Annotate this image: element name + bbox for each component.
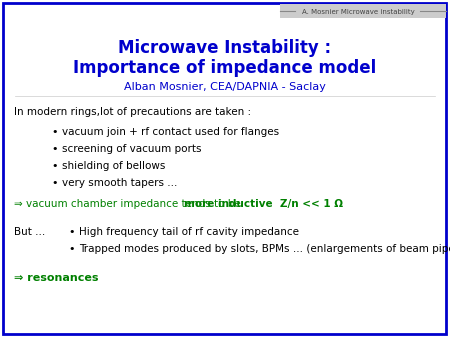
Text: Alban Mosnier, CEA/DAPNIA - Saclay: Alban Mosnier, CEA/DAPNIA - Saclay bbox=[124, 82, 326, 92]
Text: Importance of impedance model: Importance of impedance model bbox=[73, 59, 377, 77]
Text: more inductive  Z/n << 1 Ω: more inductive Z/n << 1 Ω bbox=[184, 199, 342, 209]
Text: •: • bbox=[52, 127, 58, 137]
Text: •: • bbox=[52, 161, 58, 171]
Text: Trapped modes produced by slots, BPMs … (enlargements of beam pipe): Trapped modes produced by slots, BPMs … … bbox=[79, 244, 450, 254]
Text: vacuum join + rf contact used for flanges: vacuum join + rf contact used for flange… bbox=[62, 127, 279, 137]
Text: ⇒ resonances: ⇒ resonances bbox=[14, 273, 99, 283]
Text: •: • bbox=[52, 144, 58, 154]
Text: •: • bbox=[69, 244, 75, 254]
Text: •: • bbox=[52, 178, 58, 188]
Text: screening of vacuum ports: screening of vacuum ports bbox=[62, 144, 202, 154]
Text: High frequency tail of rf cavity impedance: High frequency tail of rf cavity impedan… bbox=[79, 227, 299, 237]
Text: shielding of bellows: shielding of bellows bbox=[62, 161, 166, 171]
Text: very smooth tapers ...: very smooth tapers ... bbox=[62, 178, 177, 188]
Text: ⇒ vacuum chamber impedance tends to be: ⇒ vacuum chamber impedance tends to be bbox=[14, 199, 244, 209]
Text: •: • bbox=[69, 227, 75, 237]
Text: Microwave Instability :: Microwave Instability : bbox=[118, 39, 332, 57]
Text: But ...: But ... bbox=[14, 227, 45, 237]
Text: In modern rings,lot of precautions are taken :: In modern rings,lot of precautions are t… bbox=[14, 107, 251, 117]
Bar bbox=[280, 4, 446, 18]
Text: A. Mosnier Microwave instability: A. Mosnier Microwave instability bbox=[302, 9, 414, 15]
